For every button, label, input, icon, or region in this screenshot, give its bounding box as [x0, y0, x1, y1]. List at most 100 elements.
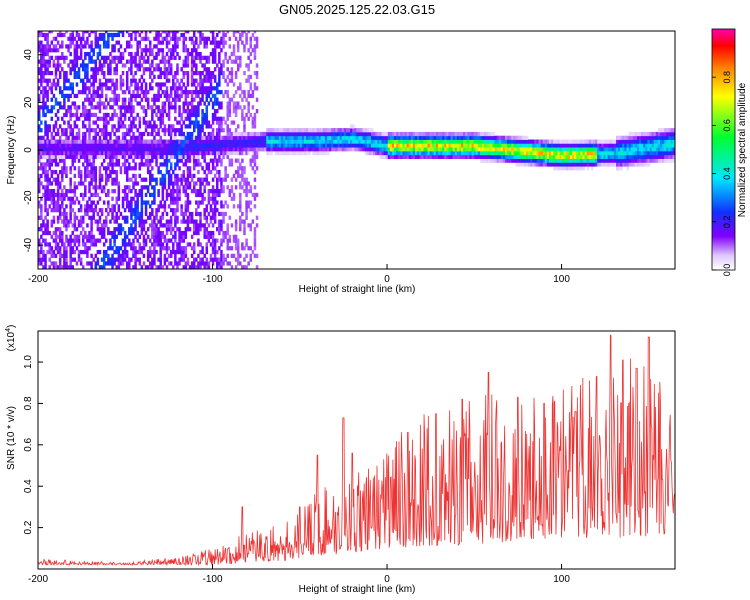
- heatmap-cell: [121, 105, 125, 110]
- heatmap-cell: [213, 139, 217, 144]
- heatmap-cell: [144, 86, 148, 91]
- heatmap-cell: [38, 189, 41, 194]
- heatmap-cell: [130, 215, 133, 220]
- heatmap-cell: [88, 135, 91, 140]
- heatmap-cell: [136, 150, 139, 156]
- heatmap-cell: [44, 90, 47, 95]
- heatmap-cell: [213, 253, 217, 258]
- heatmap-cell: [220, 249, 223, 255]
- heatmap-cell: [148, 246, 152, 251]
- heatmap-cell: [551, 147, 554, 152]
- heatmap-cell: [247, 116, 250, 121]
- heatmap-cell: [291, 143, 294, 148]
- heatmap-cell: [40, 32, 43, 38]
- heatmap-cell: [52, 154, 56, 159]
- heatmap-cell: [253, 242, 257, 247]
- heatmap-cell: [613, 143, 617, 148]
- heatmap-cell: [163, 31, 167, 34]
- heatmap-cell: [559, 150, 562, 156]
- heatmap-cell: [268, 143, 271, 148]
- heatmap-cell: [123, 230, 127, 236]
- heatmap-cell: [205, 166, 209, 171]
- heatmap-cell: [197, 223, 200, 228]
- heatmap-cell: [442, 150, 445, 156]
- heatmap-cell: [546, 143, 550, 148]
- heatmap-cell: [42, 219, 45, 224]
- heatmap-cell: [184, 36, 188, 41]
- heatmap-cell: [257, 131, 261, 137]
- heatmap-cell: [188, 158, 192, 163]
- heatmap-cell: [199, 219, 202, 224]
- heatmap-cell: [243, 265, 246, 269]
- heatmap-cell: [123, 166, 127, 171]
- heatmap-cell: [542, 150, 546, 156]
- heatmap-cell: [46, 36, 49, 41]
- heatmap-cell: [84, 31, 87, 34]
- heatmap-cell: [140, 74, 144, 79]
- heatmap-cell: [161, 90, 165, 95]
- heatmap-cell: [167, 70, 171, 76]
- heatmap-cell: [94, 105, 98, 110]
- heatmap-cell: [599, 143, 602, 148]
- heatmap-cell: [96, 154, 100, 159]
- heatmap-cell: [218, 227, 221, 232]
- heatmap-cell: [151, 192, 154, 198]
- heatmap-cell: [98, 135, 102, 140]
- heatmap-cell: [42, 70, 45, 76]
- heatmap-cell: [178, 36, 181, 41]
- heatmap-cell: [287, 150, 290, 156]
- heatmap-cell: [213, 189, 217, 194]
- heatmap-cell: [352, 143, 355, 148]
- heatmap-cell: [174, 109, 177, 114]
- heatmap-cell: [73, 135, 77, 140]
- heatmap-cell: [56, 208, 60, 213]
- heatmap-cell: [107, 200, 110, 205]
- heatmap-cell: [389, 131, 393, 137]
- heatmap-cell: [105, 31, 108, 34]
- heatmap-cell: [134, 234, 137, 239]
- heatmap-cell: [48, 154, 51, 159]
- heatmap-cell: [42, 44, 45, 49]
- heatmap-cell: [203, 230, 206, 236]
- heatmap-cell: [186, 242, 190, 247]
- heatmap-cell: [79, 147, 83, 152]
- heatmap-cell: [52, 177, 56, 182]
- heatmap-cell: [241, 90, 244, 95]
- heatmap-cell: [588, 162, 592, 167]
- heatmap-cell: [113, 59, 116, 64]
- heatmap-cell: [115, 234, 118, 239]
- heatmap-cell: [186, 166, 190, 171]
- heatmap-cell: [174, 211, 177, 217]
- heatmap-cell: [239, 93, 242, 99]
- heatmap-cell: [113, 154, 116, 159]
- heatmap-cell: [192, 70, 196, 76]
- heatmap-cell: [276, 135, 280, 140]
- heatmap-cell: [180, 253, 183, 258]
- heatmap-cell: [232, 204, 236, 209]
- heatmap-cell: [425, 139, 428, 144]
- heatmap-cell: [391, 135, 395, 140]
- heatmap-cell: [42, 223, 45, 228]
- heatmap-cell: [144, 44, 148, 49]
- heatmap-cell: [146, 143, 150, 148]
- heatmap-cell: [117, 93, 121, 99]
- heatmap-cell: [88, 101, 91, 106]
- heatmap-cell: [69, 32, 72, 38]
- heatmap-cell: [174, 181, 177, 186]
- heatmap-cell: [580, 166, 583, 171]
- heatmap-cell: [486, 143, 489, 148]
- heatmap-cell: [601, 143, 604, 148]
- heatmap-cell: [400, 139, 403, 144]
- heatmap-cell: [146, 105, 150, 110]
- heatmap-cell: [222, 234, 225, 239]
- heatmap-cell: [157, 227, 160, 232]
- heatmap-cell: [293, 131, 296, 137]
- heatmap-cell: [414, 135, 418, 140]
- heatmap-cell: [389, 143, 393, 148]
- heatmap-cell: [538, 158, 542, 163]
- heatmap-cell: [253, 55, 257, 60]
- heatmap-cell: [335, 143, 338, 148]
- heatmap-cell: [438, 147, 441, 152]
- heatmap-cell: [616, 158, 619, 163]
- heatmap-cell: [121, 135, 125, 140]
